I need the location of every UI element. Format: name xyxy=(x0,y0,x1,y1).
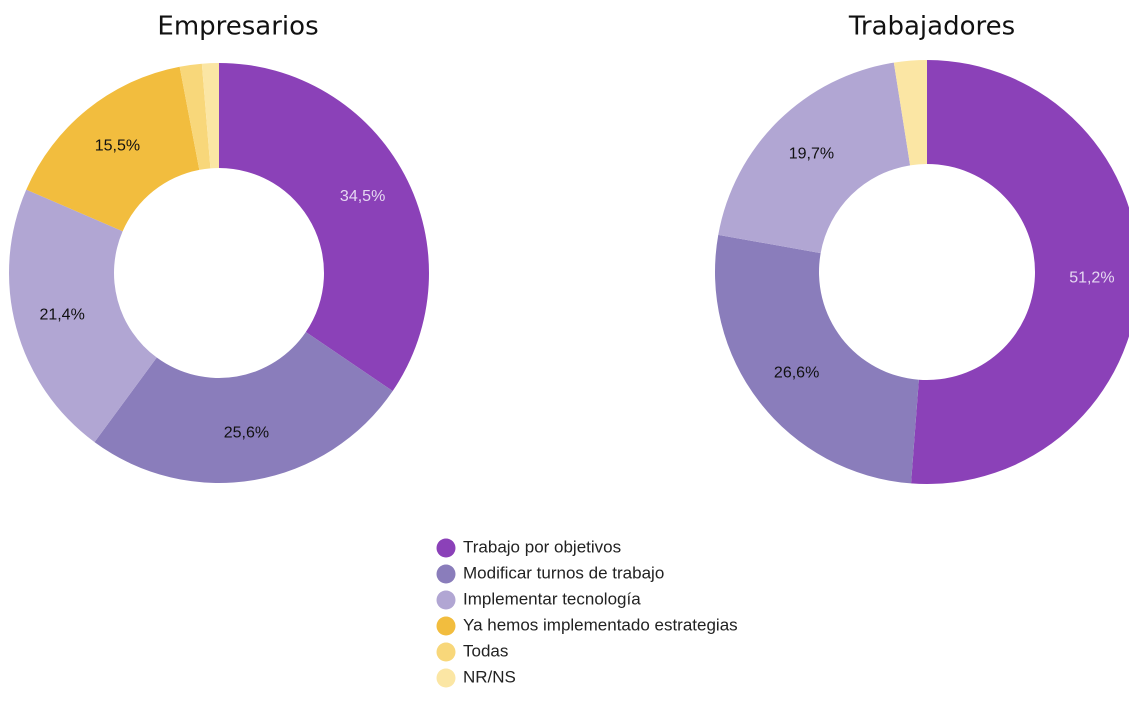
legend-label: Trabajo por objetivos xyxy=(463,537,621,556)
slice xyxy=(718,62,911,254)
slice xyxy=(893,60,927,166)
legend-swatch xyxy=(436,642,456,662)
data-label: 51,2% xyxy=(1069,269,1114,286)
slice xyxy=(911,60,1129,484)
slice xyxy=(179,63,211,170)
legend-label: Todas xyxy=(463,641,508,660)
slice xyxy=(714,234,919,484)
data-label: 26,6% xyxy=(774,364,819,381)
slice xyxy=(26,66,200,232)
legend-swatch xyxy=(436,590,456,610)
legend-label: Implementar tecnología xyxy=(463,589,641,608)
chart-title: Empresarios xyxy=(157,12,318,42)
legend-swatch xyxy=(436,564,456,584)
legend-swatch xyxy=(436,538,456,558)
data-label: 21,4% xyxy=(39,307,84,324)
legend-label: Modificar turnos de trabajo xyxy=(463,563,664,582)
data-label: 25,6% xyxy=(224,424,269,441)
slice xyxy=(94,332,393,483)
legend-label: NR/NS xyxy=(463,667,516,686)
data-label: 15,5% xyxy=(95,137,140,154)
legend-swatch xyxy=(436,616,456,636)
legend-label: Ya hemos implementado estrategias xyxy=(463,615,738,634)
legend-swatch xyxy=(436,668,456,688)
slice xyxy=(8,189,157,443)
slice xyxy=(219,63,430,392)
chart-title: Trabajadores xyxy=(848,12,1015,42)
data-label: 34,5% xyxy=(340,188,385,205)
slice xyxy=(201,63,219,169)
data-label: 19,7% xyxy=(789,145,834,162)
